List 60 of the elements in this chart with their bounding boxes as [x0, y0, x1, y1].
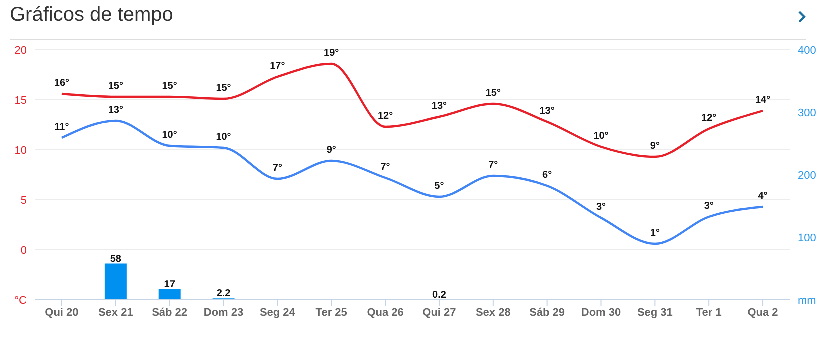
- data-label: 16°: [54, 78, 70, 89]
- data-label: 3°: [704, 201, 714, 212]
- data-label: 1°: [650, 228, 660, 239]
- data-label: 15°: [108, 81, 124, 92]
- data-label: 15°: [216, 83, 232, 94]
- data-label: 9°: [650, 141, 660, 152]
- x-tick-label: Dom 23: [204, 306, 244, 319]
- data-label: 6°: [542, 170, 552, 181]
- y2-tick-label: mm: [798, 294, 816, 307]
- bar: [104, 264, 127, 300]
- y2-tick-label: 400: [798, 44, 816, 57]
- y2-tick-label: 300: [798, 107, 816, 120]
- data-label: 5°: [434, 181, 444, 192]
- data-label: 9°: [326, 145, 336, 156]
- x-tick-label: Ter 25: [316, 306, 348, 319]
- data-label: 58: [110, 254, 122, 265]
- y-tick-label: 0: [20, 244, 27, 257]
- bar: [158, 289, 181, 300]
- x-tick-label: Sex 28: [476, 306, 511, 319]
- y2-tick-label: 200: [798, 170, 816, 182]
- data-label: 14°: [755, 95, 771, 106]
- data-label: 7°: [380, 162, 390, 173]
- x-tick-label: Qui 27: [422, 306, 456, 319]
- data-label: 17: [164, 279, 176, 290]
- data-label: 10°: [216, 132, 232, 143]
- y-tick-label: 5: [20, 194, 27, 207]
- data-label: 4°: [758, 191, 768, 202]
- data-label: 13°: [540, 106, 555, 117]
- data-label: 10°: [594, 131, 609, 142]
- chart-title: Gráficos de tempo: [10, 4, 174, 27]
- data-label: 7°: [272, 163, 282, 174]
- data-label: 12°: [378, 111, 394, 122]
- x-tick-label: Seg 31: [637, 306, 673, 319]
- x-tick-label: Sex 21: [98, 306, 134, 319]
- y2-tick-label: 100: [798, 232, 816, 244]
- x-tick-label: Qui 20: [45, 306, 79, 319]
- y-tick-label: 20: [14, 44, 27, 57]
- data-label: 19°: [324, 48, 340, 59]
- x-tick-label: Dom 30: [581, 306, 622, 319]
- y-tick-label: °C: [14, 294, 28, 307]
- data-label: 15°: [162, 81, 178, 92]
- data-label: 15°: [486, 88, 501, 99]
- y-tick-label: 10: [14, 144, 27, 157]
- data-label: 13°: [432, 101, 448, 112]
- x-tick-label: Seg 24: [260, 306, 296, 319]
- y-tick-label: 15: [14, 94, 27, 107]
- data-label: 2.2: [216, 288, 232, 300]
- data-label: 7°: [488, 160, 498, 171]
- data-label: 10°: [162, 130, 178, 141]
- data-label: 12°: [702, 113, 717, 124]
- data-label: 0.2: [432, 290, 447, 301]
- x-tick-label: Qua 26: [367, 306, 404, 319]
- data-label: 17°: [270, 61, 286, 72]
- x-tick-label: Sáb 22: [152, 306, 188, 319]
- x-tick-label: Sáb 29: [530, 306, 566, 319]
- x-tick-label: Ter 1: [696, 306, 722, 319]
- data-label: 13°: [108, 105, 124, 116]
- x-tick-label: Qua 2: [748, 306, 778, 319]
- data-label: 11°: [54, 122, 70, 133]
- data-label: 3°: [596, 202, 606, 213]
